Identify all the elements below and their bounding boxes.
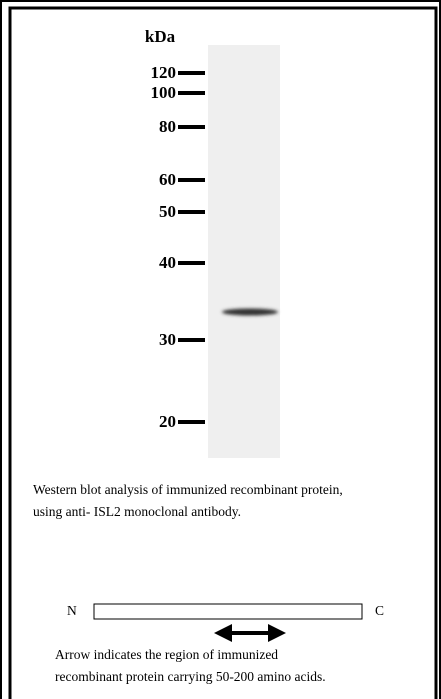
double-arrow (214, 624, 286, 642)
figure: kDa 120100 80 60 50 40 30 20 Western blot anal… (0, 0, 441, 699)
protein-band (222, 309, 278, 316)
marker-label: 50 (159, 202, 176, 221)
protein-bar (94, 604, 362, 619)
unit-label: kDa (145, 27, 176, 46)
marker-label: 60 (159, 170, 176, 189)
blot-lane (208, 45, 280, 458)
n-label: N (67, 603, 77, 618)
marker-label: 40 (159, 253, 176, 272)
caption-line: using anti- ISL2 monoclonal antibody. (33, 504, 241, 519)
note-line: recombinant protein carrying 50-200 amin… (55, 669, 326, 684)
c-label: C (375, 603, 384, 618)
marker-label: 80 (159, 117, 176, 136)
marker-label: 120 (151, 63, 177, 82)
note-line: Arrow indicates the region of immunized (55, 647, 278, 662)
page: {"ladder": {"unit": "kDa", "markers": ["… (0, 0, 441, 699)
marker-label: 100 (151, 83, 177, 102)
caption-line: Western blot analysis of immunized recom… (33, 482, 343, 497)
marker-label: 20 (159, 412, 176, 431)
marker-label: 30 (159, 330, 176, 349)
